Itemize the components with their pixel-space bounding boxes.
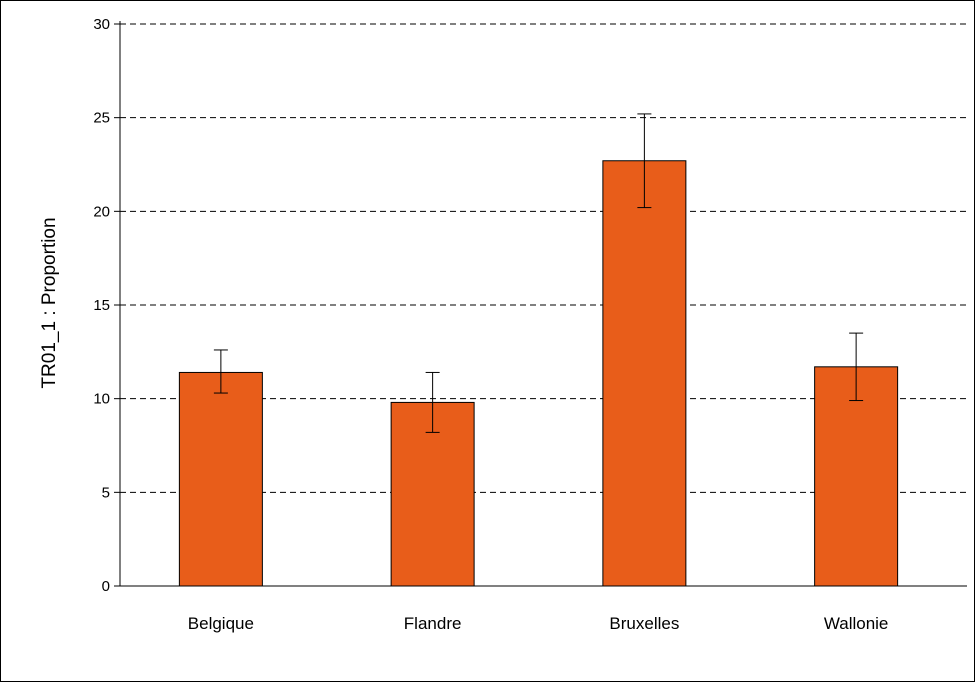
- labels: 0 5 10 15 20 25 30 Belgique Flandre Bruxelles Wall…: [93, 16, 888, 633]
- bar-belgique: [178, 371, 263, 587]
- y-tick-label-20: 20: [93, 203, 110, 220]
- bar-bruxelles: [602, 160, 687, 587]
- bar-wallonie: [814, 366, 899, 587]
- y-tick-label-15: 15: [93, 297, 110, 314]
- x-category-label-flandre: Flandre: [404, 614, 462, 633]
- error-bars: [213, 113, 864, 433]
- bars: [178, 160, 899, 587]
- x-category-label-bruxelles: Bruxelles: [609, 614, 679, 633]
- x-category-label-belgique: Belgique: [188, 614, 254, 633]
- y-axis-title: TR01_1 : Proportion: [39, 217, 60, 388]
- axes: [114, 21, 967, 587]
- x-category-label-wallonie: Wallonie: [824, 614, 889, 633]
- y-tick-label-30: 30: [93, 16, 110, 33]
- y-tick-label-10: 10: [93, 391, 110, 408]
- y-tick-label-5: 5: [102, 484, 110, 501]
- y-tick-label-0: 0: [102, 578, 110, 595]
- y-tick-label-25: 25: [93, 110, 110, 127]
